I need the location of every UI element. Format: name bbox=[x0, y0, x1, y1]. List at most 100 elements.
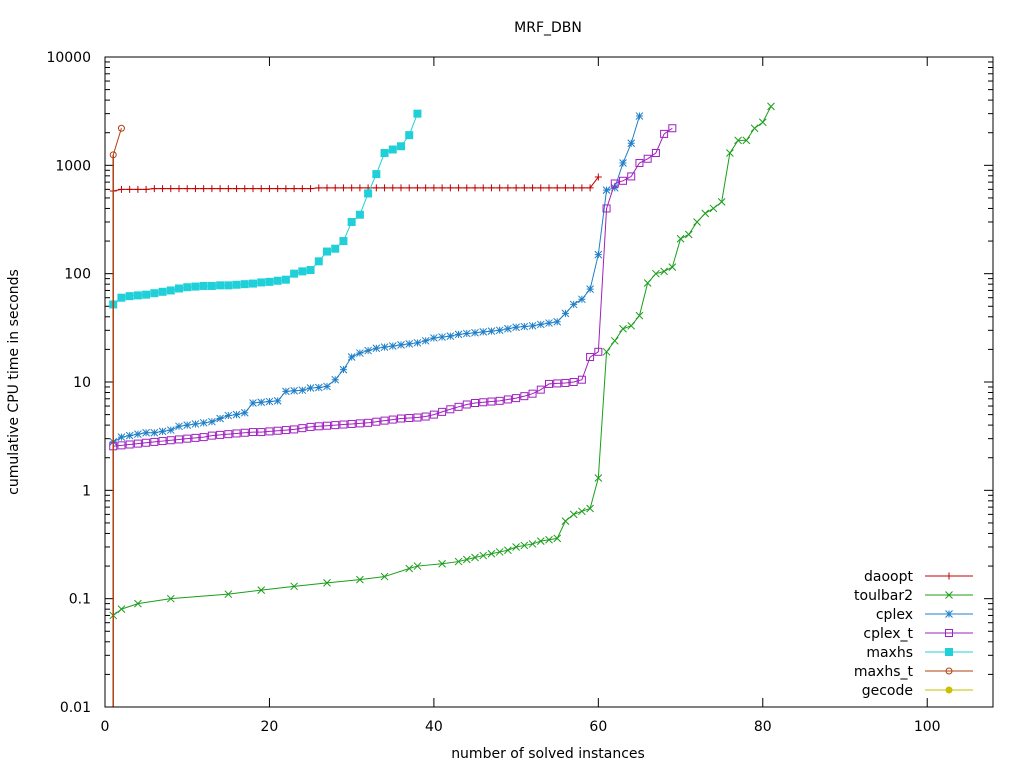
data-point bbox=[388, 145, 397, 154]
data-point bbox=[191, 185, 199, 193]
data-point bbox=[356, 349, 364, 357]
plot-frame bbox=[104, 56, 994, 708]
legend-entry-gecode: gecode bbox=[862, 683, 973, 699]
data-point bbox=[413, 413, 422, 422]
legend-entry-toulbar2: toulbar2 bbox=[854, 588, 973, 604]
data-point bbox=[166, 426, 175, 434]
data-point bbox=[446, 184, 454, 192]
x-tick-label: 80 bbox=[754, 719, 772, 735]
series-daoopt bbox=[109, 173, 602, 195]
data-point bbox=[487, 397, 496, 406]
data-point bbox=[306, 266, 315, 275]
data-point bbox=[503, 395, 512, 404]
data-point bbox=[405, 414, 414, 423]
data-point bbox=[553, 184, 561, 192]
data-point bbox=[421, 412, 430, 421]
data-point bbox=[240, 280, 249, 289]
data-point bbox=[265, 397, 274, 406]
data-point bbox=[233, 185, 241, 193]
data-point bbox=[528, 389, 537, 398]
y-axis-title: cumulative CPU time in seconds bbox=[6, 269, 22, 495]
data-point bbox=[545, 535, 553, 544]
data-point bbox=[569, 300, 578, 309]
data-point bbox=[323, 247, 331, 256]
data-point bbox=[463, 184, 471, 192]
data-point bbox=[348, 184, 356, 192]
legend-label: cplex_t bbox=[863, 626, 913, 642]
data-point bbox=[125, 440, 134, 449]
data-point bbox=[150, 185, 158, 193]
data-point bbox=[191, 420, 200, 428]
data-point bbox=[339, 420, 348, 429]
data-point bbox=[545, 184, 553, 192]
data-point bbox=[298, 267, 307, 276]
data-point bbox=[520, 541, 529, 550]
data-point bbox=[495, 326, 504, 335]
data-point bbox=[224, 281, 233, 290]
data-point bbox=[380, 343, 389, 351]
data-point bbox=[660, 129, 669, 138]
data-point bbox=[307, 185, 315, 193]
data-point bbox=[117, 293, 126, 302]
data-point bbox=[355, 419, 364, 428]
legend-entry-cplex: cplex bbox=[876, 607, 973, 623]
data-point bbox=[191, 433, 200, 442]
data-point bbox=[117, 441, 126, 450]
data-point bbox=[347, 217, 356, 226]
x-tick-label: 100 bbox=[914, 719, 941, 735]
data-point bbox=[610, 183, 619, 192]
data-point bbox=[413, 184, 421, 192]
data-point bbox=[397, 341, 405, 349]
legend-label: maxhs_t bbox=[854, 664, 914, 680]
data-point bbox=[380, 416, 389, 425]
data-point bbox=[438, 184, 446, 192]
data-point bbox=[610, 336, 619, 345]
series-cplex bbox=[109, 112, 644, 446]
data-point bbox=[454, 557, 463, 566]
data-point bbox=[512, 184, 520, 192]
data-point bbox=[364, 418, 373, 427]
data-point bbox=[249, 428, 257, 437]
data-point bbox=[290, 269, 299, 278]
data-point bbox=[586, 184, 594, 192]
data-point bbox=[701, 209, 710, 218]
data-point bbox=[133, 291, 142, 300]
data-point bbox=[487, 184, 495, 192]
data-point bbox=[594, 250, 603, 259]
data-point bbox=[249, 399, 257, 407]
data-point bbox=[479, 551, 488, 560]
data-point bbox=[405, 184, 413, 192]
series-toulbar2 bbox=[109, 102, 775, 620]
data-point bbox=[257, 586, 266, 594]
data-point bbox=[536, 385, 545, 394]
data-point bbox=[734, 136, 742, 145]
data-point bbox=[207, 281, 216, 290]
data-point bbox=[668, 263, 677, 271]
data-point bbox=[660, 267, 668, 276]
series-cplex-t bbox=[109, 124, 677, 451]
series-line bbox=[112, 128, 122, 155]
data-point bbox=[397, 184, 405, 192]
data-point bbox=[364, 346, 372, 355]
data-point bbox=[249, 279, 257, 288]
data-point bbox=[421, 336, 430, 345]
data-point bbox=[356, 575, 364, 584]
data-point bbox=[314, 257, 323, 266]
data-point bbox=[380, 148, 389, 157]
data-point bbox=[380, 572, 389, 581]
data-point bbox=[561, 309, 570, 318]
data-point bbox=[183, 283, 192, 292]
data-point bbox=[150, 289, 159, 298]
data-point bbox=[569, 510, 578, 519]
data-point bbox=[142, 438, 151, 447]
data-point bbox=[175, 284, 183, 293]
data-point bbox=[602, 186, 611, 195]
data-point bbox=[602, 204, 611, 213]
data-point bbox=[199, 418, 208, 427]
x-axis-title: number of solved instances bbox=[451, 746, 645, 762]
data-point bbox=[454, 330, 463, 339]
data-point bbox=[323, 421, 331, 430]
data-point bbox=[224, 430, 233, 439]
data-point bbox=[265, 185, 273, 193]
data-point bbox=[520, 322, 529, 331]
